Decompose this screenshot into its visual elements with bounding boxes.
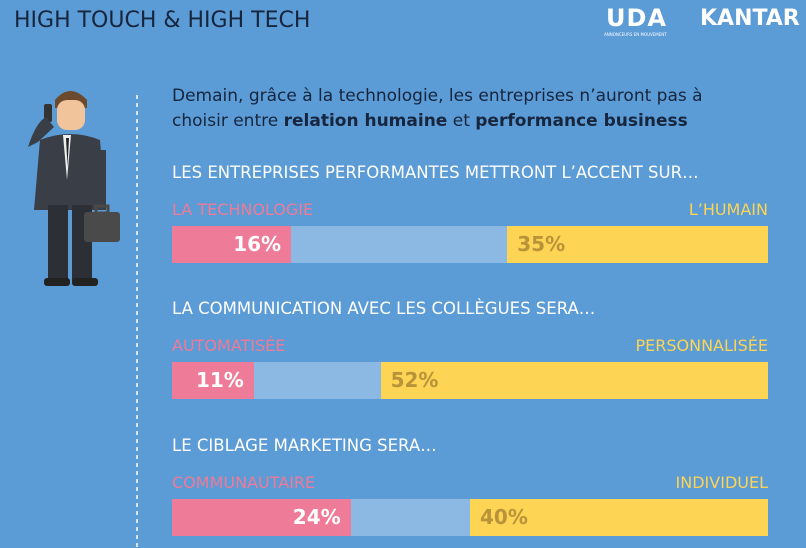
- bar: [172, 499, 351, 536]
- value-label: 11%: [195, 368, 244, 392]
- intro-text: Demain, grâce à la technologie, les entr…: [172, 86, 703, 131]
- category-label: LA TECHNOLOGIE: [172, 200, 314, 219]
- section-title: LES ENTREPRISES PERFORMANTES METTRONT L’…: [172, 163, 699, 182]
- category-label: INDIVIDUEL: [675, 473, 768, 492]
- value-label: 35%: [517, 232, 566, 256]
- category-label: L’HUMAIN: [688, 200, 768, 219]
- bar: [470, 499, 768, 536]
- intro-bold: relation humaine: [283, 111, 448, 131]
- bar: [172, 226, 292, 263]
- category-label: COMMUNAUTAIRE: [172, 473, 316, 492]
- category-label: AUTOMATISÉE: [172, 336, 286, 355]
- value-label: 40%: [480, 505, 528, 529]
- bar: [172, 362, 254, 399]
- logo-uda: UDA: [606, 4, 667, 32]
- section-title: LE CIBLAGE MARKETING SERA…: [172, 436, 437, 455]
- page-title: HIGH TOUCH & HIGH TECH: [14, 8, 311, 33]
- value-label: 24%: [292, 505, 341, 529]
- category-label: PERSONNALISÉE: [635, 336, 768, 355]
- section-title: LA COMMUNICATION AVEC LES COLLÈGUES SERA…: [172, 299, 596, 318]
- value-label: 52%: [390, 368, 439, 392]
- logo-kantar: KANTAR: [700, 6, 800, 31]
- intro: Demain, grâce à la technologie, les entr…: [172, 84, 732, 134]
- value-label: 16%: [233, 232, 282, 256]
- bar: [507, 226, 768, 263]
- intro-text: et: [447, 111, 476, 131]
- intro-bold: performance business: [475, 111, 688, 131]
- businessman: [28, 91, 120, 286]
- bar: [380, 362, 768, 399]
- logo-tagline: ANNONCEURS EN MOUVEMENT: [604, 32, 667, 37]
